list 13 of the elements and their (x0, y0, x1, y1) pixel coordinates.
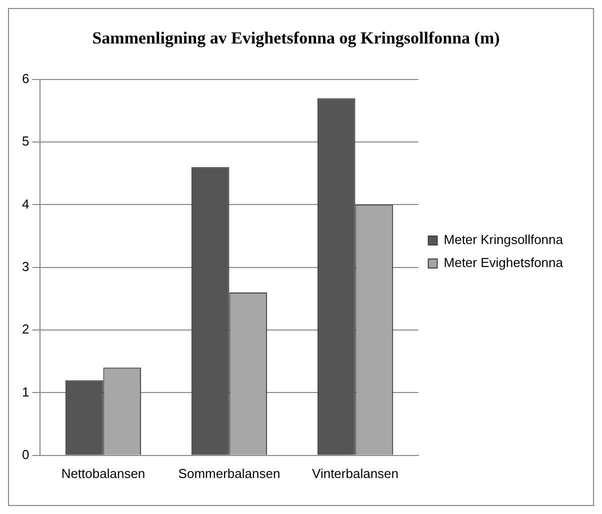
y-tick-label: 6 (22, 70, 30, 86)
y-tick-label: 1 (22, 384, 30, 400)
x-tick-label: Nettobalansen (61, 466, 146, 481)
x-tick-label: Vinterbalansen (312, 466, 399, 481)
y-tick-label: 3 (22, 258, 30, 274)
legend-label: Meter Kringsollfonna (444, 232, 564, 248)
y-tick-label: 0 (22, 446, 30, 462)
y-tick-label: 4 (22, 196, 30, 212)
y-tick-label: 2 (22, 322, 30, 337)
y-tick-label: 5 (22, 134, 30, 149)
chart-title: Sammenligning av Evighetsfonna og Kringsollfonna (m) (92, 28, 500, 48)
x-tick-label: Sommerbalansen (178, 466, 280, 481)
legend-label: Meter Evighetsfonna (444, 255, 564, 270)
